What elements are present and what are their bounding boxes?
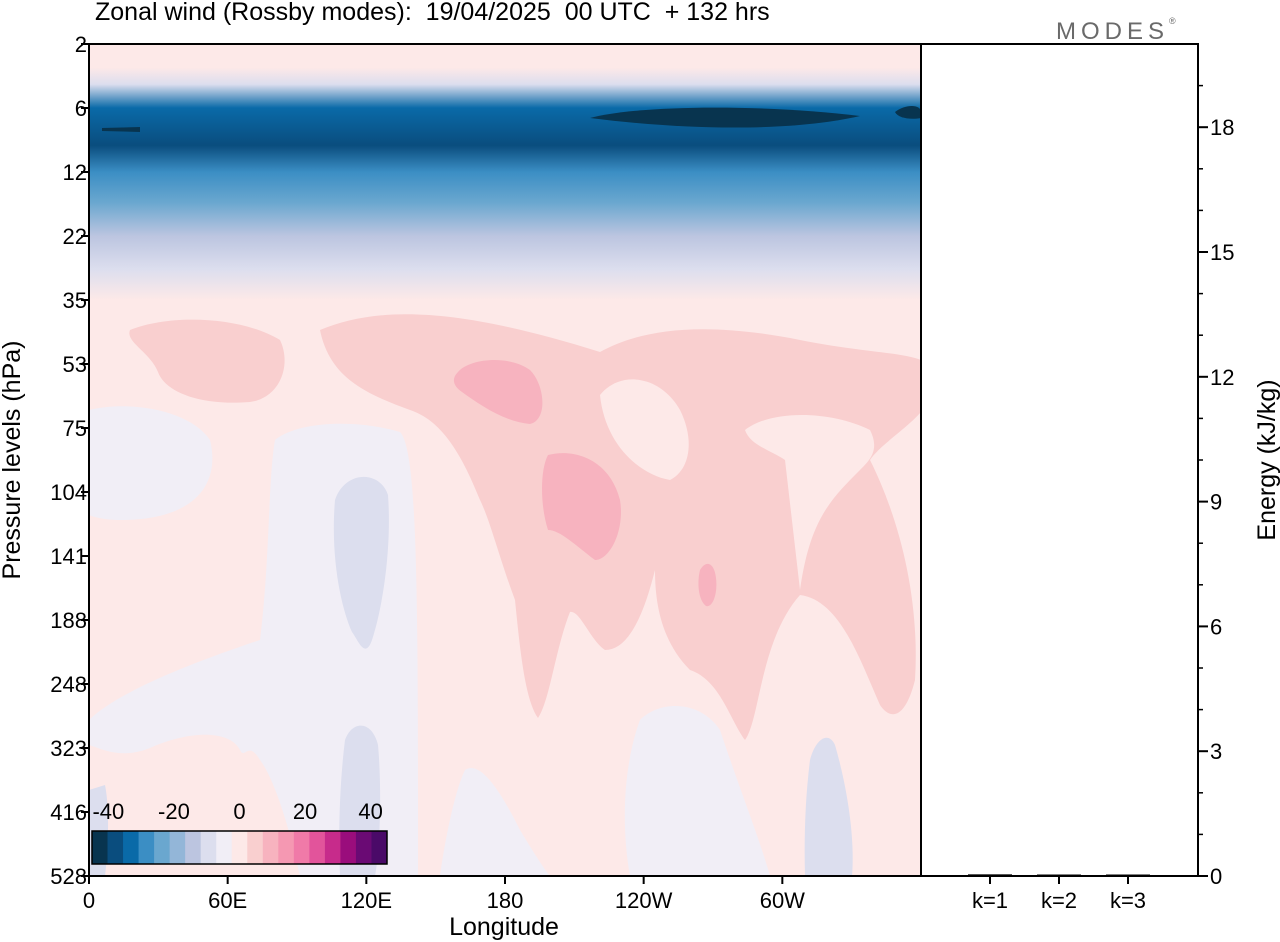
colorbar-tick-label: 0 bbox=[233, 799, 245, 824]
pressure-tick-label: 141 bbox=[50, 544, 87, 569]
colorbar-swatch bbox=[216, 831, 233, 864]
pressure-axis-label: Pressure levels (hPa) bbox=[0, 341, 26, 580]
positive-core-1 bbox=[453, 360, 543, 424]
colorbar-swatch bbox=[185, 831, 202, 864]
colorbar-swatch bbox=[247, 831, 264, 864]
energy-tick-label: 3 bbox=[1210, 739, 1222, 764]
colorbar-swatch bbox=[340, 831, 357, 864]
colorbar-tick-label: 20 bbox=[293, 799, 317, 824]
registered-mark: ® bbox=[1169, 16, 1176, 26]
pressure-tick-label: 75 bbox=[63, 416, 87, 441]
negative-pocket-3 bbox=[804, 737, 853, 876]
energy-tick-label: 15 bbox=[1210, 240, 1234, 265]
energy-axis-label: Energy (kJ/kg) bbox=[1253, 379, 1280, 540]
positive-core-3 bbox=[698, 563, 717, 607]
neutral-pocket-1 bbox=[600, 379, 689, 480]
colorbar-swatch bbox=[324, 831, 341, 864]
colorbar-swatch bbox=[169, 831, 186, 864]
longitude-tick-label: 60E bbox=[208, 888, 247, 913]
colorbar-swatch bbox=[92, 831, 109, 864]
colorbar-tick-label: -40 bbox=[92, 799, 124, 824]
pressure-tick-label: 22 bbox=[63, 224, 87, 249]
energy-bar bbox=[1106, 874, 1150, 876]
energy-tick-label: 18 bbox=[1210, 115, 1234, 140]
longitude-axis: 0 60E 120E 180 120W 60W bbox=[83, 876, 805, 913]
pressure-tick-label: 416 bbox=[50, 800, 87, 825]
pressure-tick-label: 528 bbox=[50, 864, 87, 889]
colorbar-swatch bbox=[231, 831, 248, 864]
energy-bar bbox=[1037, 874, 1081, 876]
positive-core-2 bbox=[542, 453, 621, 560]
modes-logo: MODES® bbox=[1056, 16, 1176, 46]
pressure-tick-label: 53 bbox=[63, 352, 87, 377]
longitude-tick-label: 120W bbox=[615, 888, 673, 913]
modes-logo-text: MODES bbox=[1056, 18, 1170, 45]
energy-bars: k=1 k=2 k=3 bbox=[968, 874, 1150, 913]
energy-bar bbox=[968, 874, 1012, 876]
pressure-tick-label: 12 bbox=[63, 160, 87, 185]
colorbar: -40 -20 0 20 40 bbox=[91, 799, 388, 865]
near-zero-east bbox=[624, 706, 770, 876]
contour-field bbox=[89, 44, 921, 876]
longitude-tick-label: 60W bbox=[760, 888, 805, 913]
energy-tick-label: 12 bbox=[1210, 365, 1234, 390]
energy-tick-label: 9 bbox=[1210, 490, 1222, 515]
pressure-tick-label: 188 bbox=[50, 608, 87, 633]
colorbar-swatch bbox=[355, 831, 372, 864]
colorbar-swatch bbox=[107, 831, 124, 864]
energy-panel-frame bbox=[920, 43, 1199, 877]
longitude-tick-label: 180 bbox=[487, 888, 524, 913]
colorbar-swatch bbox=[293, 831, 310, 864]
pressure-axis: 2 6 12 22 35 53 75 104 141 188 248 323 416 528 bbox=[50, 32, 89, 889]
colorbar-swatch bbox=[309, 831, 326, 864]
colorbar-swatch bbox=[200, 831, 217, 864]
near-zero-west bbox=[89, 406, 213, 520]
energy-tick-label: 0 bbox=[1210, 864, 1222, 889]
pressure-tick-label: 6 bbox=[75, 96, 87, 121]
pressure-tick-label: 35 bbox=[63, 288, 87, 313]
energy-category-label: k=3 bbox=[1110, 888, 1146, 913]
colorbar-swatch bbox=[371, 831, 388, 864]
energy-category-label: k=2 bbox=[1041, 888, 1077, 913]
longitude-tick-label: 120E bbox=[341, 888, 392, 913]
pressure-tick-label: 104 bbox=[50, 480, 87, 505]
pressure-tick-label: 2 bbox=[75, 32, 87, 57]
pressure-tick-label: 248 bbox=[50, 672, 87, 697]
neutral-pocket-2 bbox=[745, 415, 875, 590]
colorbar-swatch bbox=[154, 831, 171, 864]
negative-pocket-1b bbox=[333, 476, 389, 649]
positive-lobe-west bbox=[129, 319, 285, 403]
colorbar-tick-label: -20 bbox=[158, 799, 190, 824]
energy-category-label: k=1 bbox=[972, 888, 1008, 913]
colorbar-swatch bbox=[262, 831, 279, 864]
colorbar-swatch bbox=[138, 831, 155, 864]
colorbar-frame bbox=[91, 830, 388, 865]
colorbar-swatch bbox=[123, 831, 140, 864]
pressure-tick-label: 323 bbox=[50, 736, 87, 761]
energy-tick-label: 6 bbox=[1210, 614, 1222, 639]
longitude-tick-label: 0 bbox=[83, 888, 95, 913]
jet-core-east bbox=[590, 107, 860, 128]
jet-core-dateline bbox=[895, 106, 921, 119]
jet-core-west bbox=[102, 127, 140, 132]
near-zero-south bbox=[440, 768, 550, 876]
longitude-axis-label: Longitude bbox=[449, 913, 559, 941]
energy-axis: 0 3 6 9 12 15 18 bbox=[1198, 84, 1234, 889]
chart-title: Zonal wind (Rossby modes): 19/04/2025 00… bbox=[95, 0, 770, 26]
colorbar-tick-label: 40 bbox=[358, 799, 382, 824]
colorbar-swatch bbox=[278, 831, 295, 864]
